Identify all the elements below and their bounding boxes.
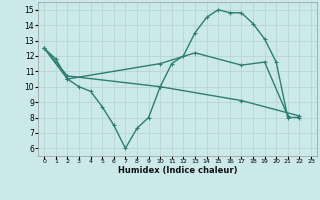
X-axis label: Humidex (Indice chaleur): Humidex (Indice chaleur) <box>118 166 237 175</box>
